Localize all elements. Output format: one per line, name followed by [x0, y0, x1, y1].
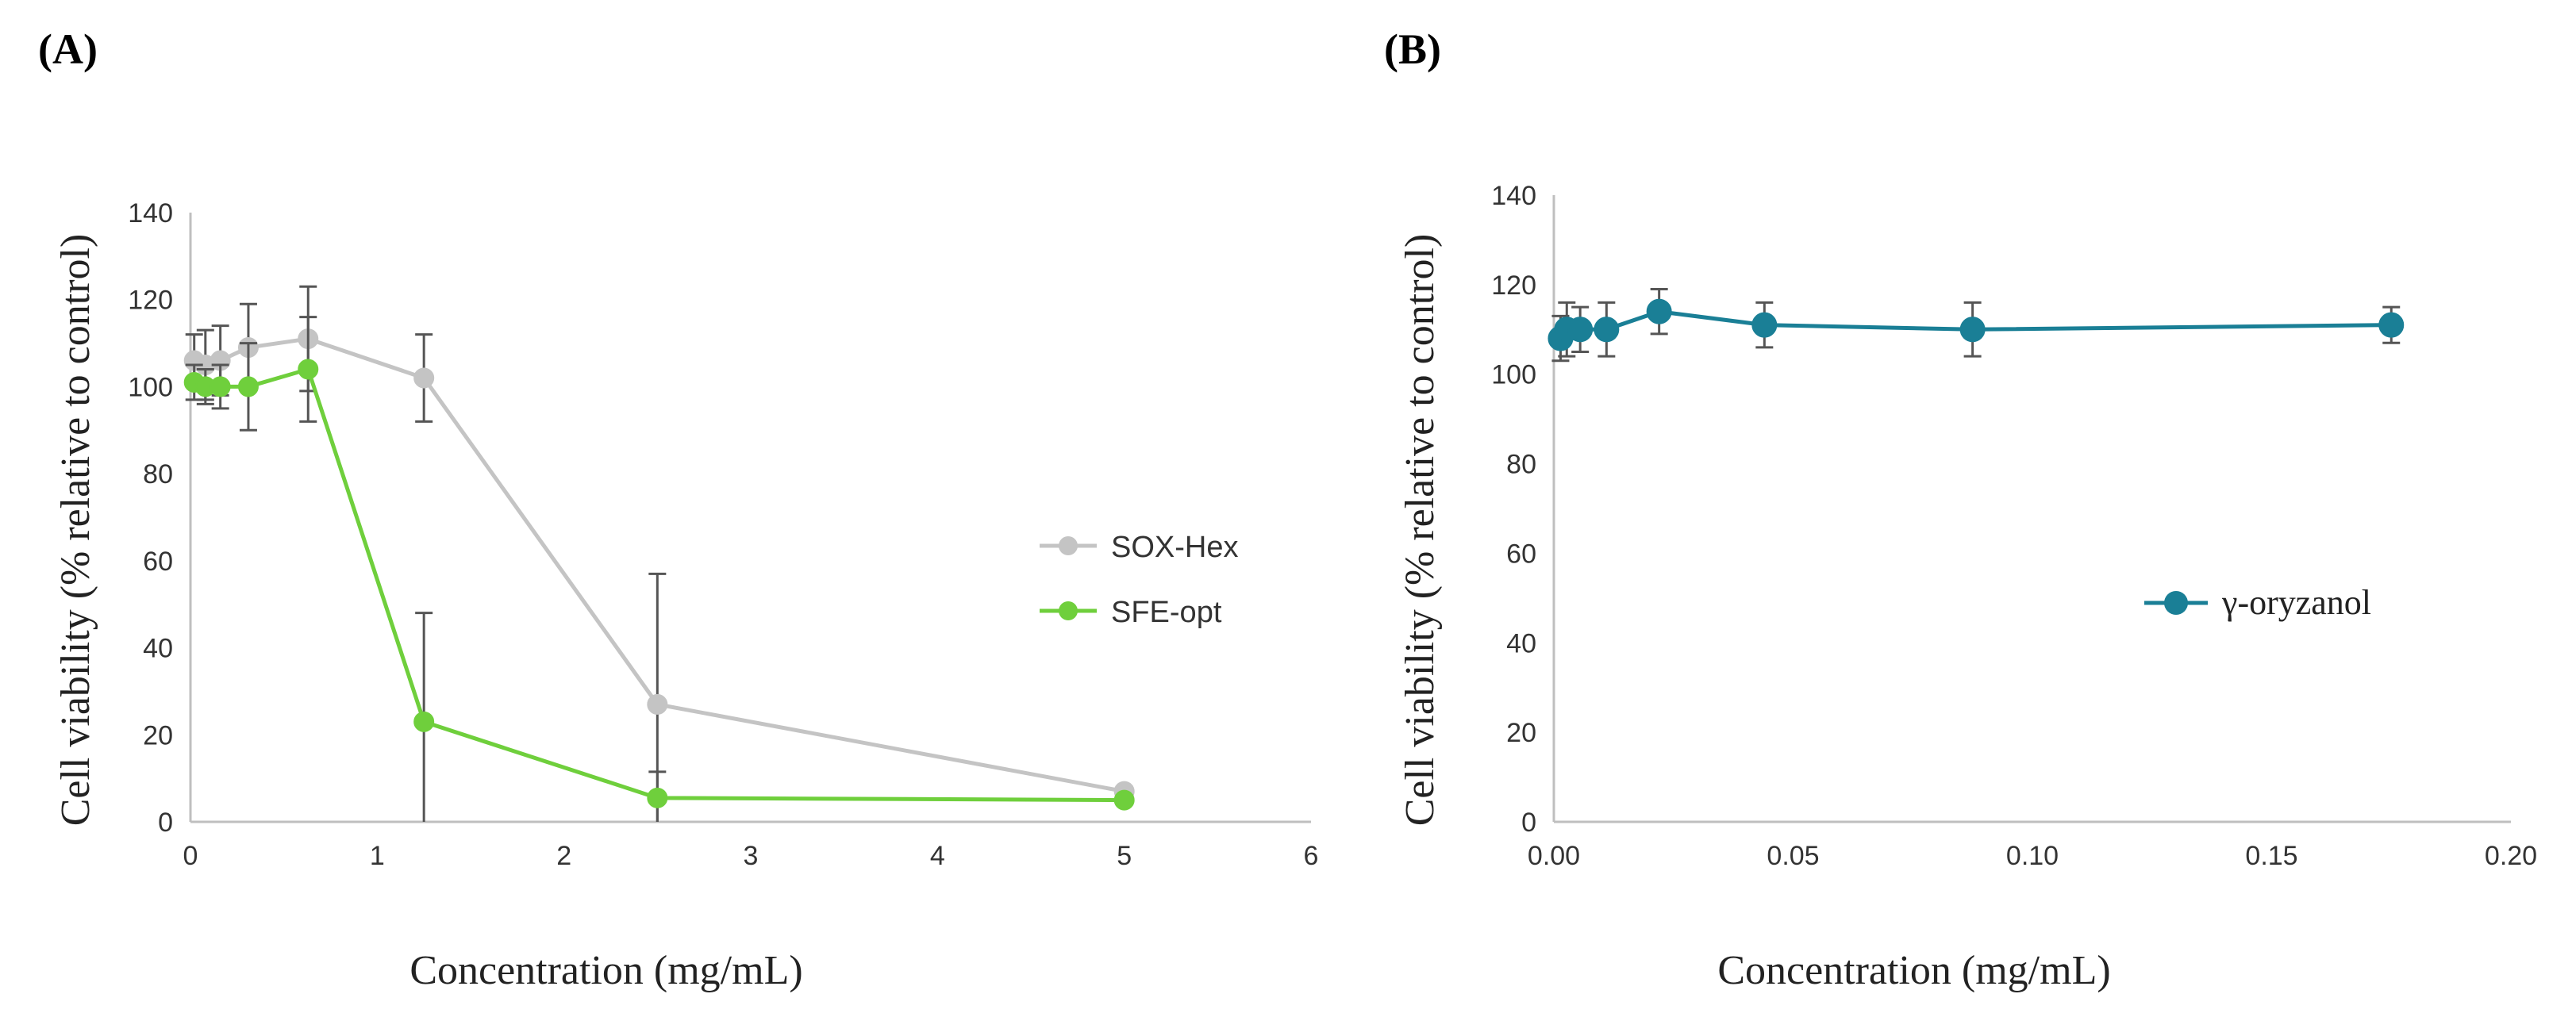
panel-b-legend-label: γ-oryzanol	[2221, 583, 2371, 622]
panel-a-data-point	[413, 367, 435, 389]
panel-a-y-tick-label: 80	[143, 459, 173, 489]
panel-b-series	[1548, 288, 2405, 363]
panel-a-legend-swatch-marker	[1059, 601, 1078, 620]
chart-panel-b: (B) Cell viability (% relative to contro…	[1384, 25, 2537, 993]
panel-a-label: (A)	[38, 25, 98, 73]
panel-b-data-point	[2378, 312, 2405, 338]
panel-a-legend-label: SOX-Hex	[1111, 531, 1238, 564]
panel-b-data-point	[1959, 317, 1986, 343]
panel-b-x-tick-label: 0.10	[2006, 841, 2059, 871]
panel-b-y-tick-label: 60	[1506, 539, 1536, 569]
panel-b-series-0	[1548, 288, 2405, 363]
panel-a-y-tick-label: 60	[143, 547, 173, 577]
chart-panel-a: (A) Cell viability (% relative to contro…	[38, 25, 1318, 993]
panel-a-series-line	[193, 367, 1125, 803]
panel-a-series-0	[183, 285, 1135, 822]
panel-b-y-axis-title: Cell viability (% relative to control)	[1398, 234, 1443, 827]
panel-b-data-point	[1594, 317, 1620, 343]
panel-b-y-tick-label: 100	[1491, 360, 1536, 390]
panel-b-data-point	[1751, 312, 1778, 338]
panel-b-y-tick-label: 40	[1506, 628, 1536, 658]
panel-a-series	[183, 285, 1135, 822]
panel-a-x-tick-label: 5	[1117, 841, 1132, 871]
panel-b-y-tick-label: 0	[1521, 808, 1536, 838]
panel-b-x-tick-label: 0.00	[1528, 841, 1580, 871]
panel-a-data-point	[413, 711, 435, 732]
panel-a-x-tick-label: 1	[370, 841, 385, 871]
panel-b-x-tick-label: 0.05	[1767, 841, 1819, 871]
panel-a-legend-swatch-marker	[1059, 536, 1078, 555]
panel-a-data-point	[237, 376, 259, 397]
panel-a-legend-entry: SFE-opt	[1040, 596, 1222, 629]
panel-b-x-tick-label: 0.15	[2245, 841, 2297, 871]
panel-a-y-tick-label: 140	[128, 198, 173, 228]
panel-a-legend-label: SFE-opt	[1111, 596, 1222, 629]
panel-b-data-point	[1567, 317, 1594, 343]
panel-b-x-tick-label: 0.20	[2485, 841, 2537, 871]
panel-b-legend-entry: γ-oryzanol	[2144, 583, 2371, 622]
panel-b-legend: γ-oryzanol	[2144, 583, 2371, 622]
panel-b-y-tick-label: 140	[1491, 181, 1536, 211]
panel-b-y-tick-label: 20	[1506, 718, 1536, 748]
panel-a-x-axis-title: Concentration (mg/mL)	[409, 948, 802, 993]
panel-b-x-axis-title: Concentration (mg/mL)	[1717, 948, 2110, 993]
panel-a-x-tick-label: 4	[930, 841, 945, 871]
panel-b-y-tick-label: 120	[1491, 271, 1536, 301]
panel-b-axes: 0.00 0.05 0.10 0.15 0.20 0 20 40 60 80 100 120 140	[1491, 181, 2537, 871]
panel-b-data-point	[1646, 298, 1672, 324]
panel-a-series-1	[183, 316, 1135, 822]
panel-a-data-point	[647, 693, 668, 715]
panel-b-legend-swatch-marker	[2164, 591, 2188, 615]
panel-a-legend: SOX-Hex SFE-opt	[1040, 531, 1238, 629]
panel-a-legend-entry: SOX-Hex	[1040, 531, 1238, 564]
panel-a-series-line	[193, 336, 1125, 794]
panel-a-y-tick-label: 100	[128, 372, 173, 402]
panel-a-y-tick-label: 120	[128, 286, 173, 316]
panel-a-data-point	[1113, 789, 1135, 811]
panel-a-x-tick-label: 6	[1304, 841, 1319, 871]
panel-a-y-tick-label: 0	[158, 808, 173, 838]
panel-b-y-tick-label: 80	[1506, 450, 1536, 480]
panel-a-x-tick-label: 3	[744, 841, 759, 871]
panel-a-data-point	[298, 359, 319, 380]
panel-a-x-tick-label: 2	[556, 841, 571, 871]
panel-a-x-tick-label: 0	[183, 841, 198, 871]
panel-a-y-axis-title: Cell viability (% relative to control)	[53, 234, 98, 827]
panel-a-y-tick-label: 20	[143, 720, 173, 750]
panel-a-y-tick-label: 40	[143, 634, 173, 664]
panel-a-data-point	[647, 787, 668, 808]
panel-b-label: (B)	[1384, 25, 1441, 73]
panel-a-data-point	[210, 376, 231, 397]
